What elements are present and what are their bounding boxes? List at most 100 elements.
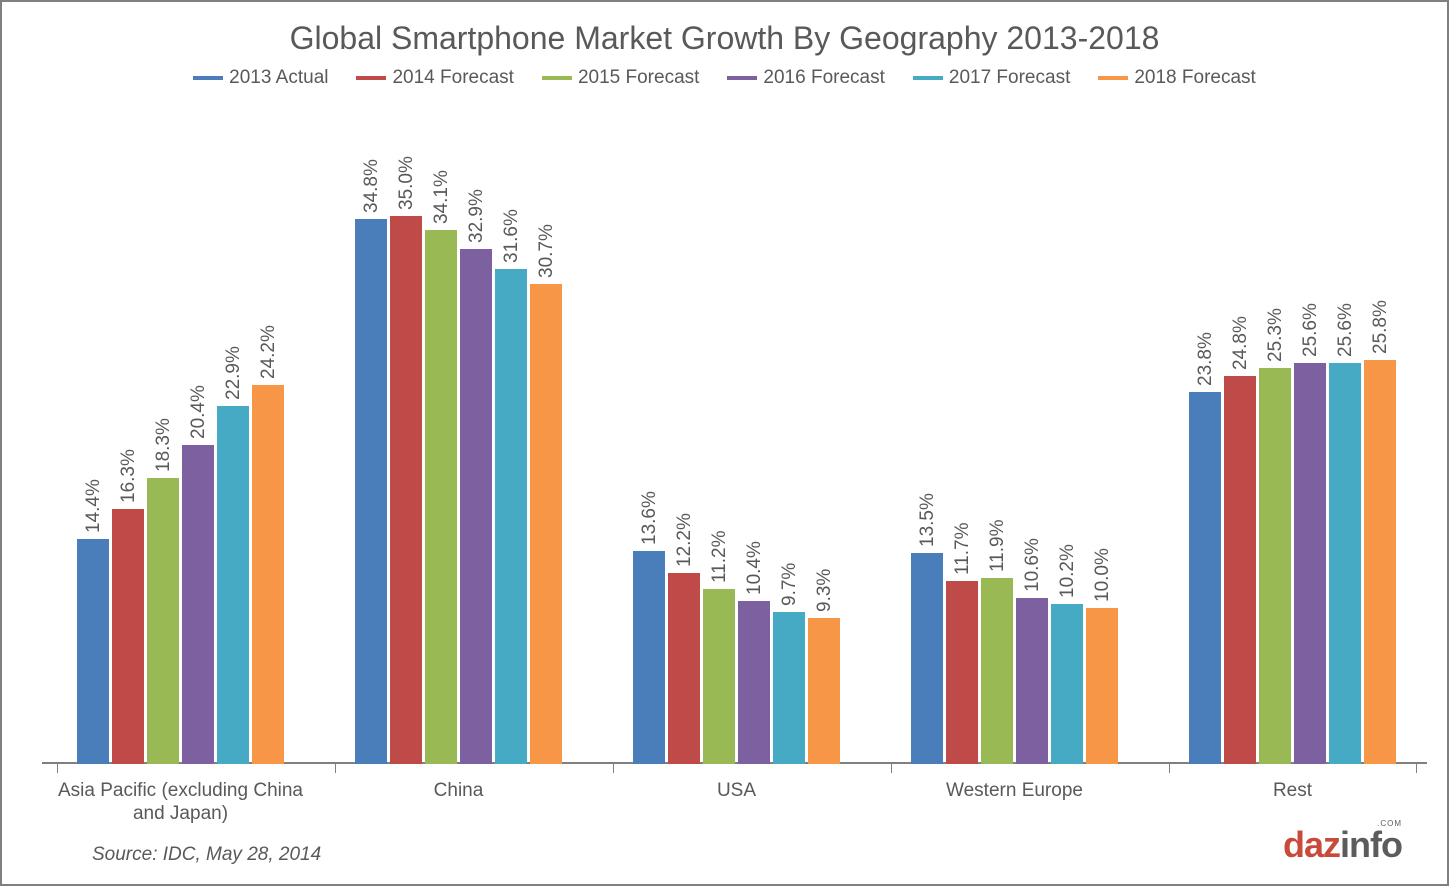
bar-rect [1329,363,1361,764]
bar-value-label: 25.8% [1370,300,1392,354]
bar-rect [390,216,422,764]
bar-value-label: 16.3% [118,449,140,503]
bar: 14.4% [77,539,109,764]
bar-rect [703,589,735,764]
bar-value-label: 35.0% [396,156,418,210]
bar-rect [773,612,805,764]
legend-label: 2014 Forecast [392,67,513,89]
legend: 2013 Actual 2014 Forecast 2015 Forecast … [2,67,1447,101]
bar-value-label: 20.4% [188,385,210,439]
bar-value-label: 32.9% [466,189,488,243]
bar-group: 23.8%24.8%25.3%25.6%25.6%25.8% [1189,360,1396,764]
bar-value-label: 24.8% [1230,316,1252,370]
bar: 23.8% [1189,392,1221,764]
legend-swatch [913,76,943,80]
bar-rect [738,601,770,764]
bar: 34.1% [425,230,457,764]
bar-value-label: 10.2% [1057,545,1079,599]
bar: 11.2% [703,589,735,764]
x-axis-category-label: China [325,780,592,803]
bar: 12.2% [668,573,700,764]
legend-label: 2016 Forecast [763,67,884,89]
bar: 25.8% [1364,360,1396,764]
bar-rect [147,478,179,764]
bar: 31.6% [495,269,527,764]
bar-rect [981,578,1013,764]
bar: 13.6% [633,551,665,764]
logo-part-1: daz [1283,824,1340,865]
bar: 10.4% [738,601,770,764]
legend-swatch [542,76,572,80]
bar-value-label: 14.4% [83,479,105,533]
bar-rect [1259,368,1291,764]
bar: 16.3% [112,509,144,764]
bar-value-label: 11.7% [952,522,974,574]
logo-part-2: info [1340,824,1402,865]
x-tick [1169,764,1170,773]
bar-value-label: 10.4% [744,541,766,595]
x-axis-category-label: Asia Pacific (excluding China and Japan) [47,780,314,826]
bar: 25.6% [1329,363,1361,764]
legend-item-2018: 2018 Forecast [1098,67,1255,89]
bar: 32.9% [460,249,492,764]
legend-item-2016: 2016 Forecast [727,67,884,89]
x-tick [891,764,892,773]
x-axis-category-label: Rest [1159,780,1426,803]
legend-swatch [356,76,386,80]
bar: 24.2% [252,385,284,764]
bar-rect [460,249,492,764]
bar: 25.3% [1259,368,1291,764]
x-axis-labels: Asia Pacific (excluding China and Japan)… [42,774,1427,834]
bar: 9.3% [808,618,840,764]
bar-value-label: 25.6% [1335,304,1357,358]
bar-value-label: 34.1% [431,170,453,224]
bar-rect [808,618,840,764]
legend-label: 2017 Forecast [949,67,1070,89]
bar-group: 13.6%12.2%11.2%10.4%9.7%9.3% [633,551,840,764]
x-tick [1416,764,1417,773]
bar: 22.9% [217,406,249,764]
bar-value-label: 10.0% [1092,548,1114,602]
x-axis-category-label: USA [603,780,870,803]
bar-rect [1294,363,1326,764]
bar: 35.0% [390,216,422,764]
bar-value-label: 18.3% [153,418,175,472]
bar-value-label: 25.6% [1300,304,1322,358]
bar: 34.8% [355,219,387,764]
bar-rect [182,445,214,764]
bar-rect [217,406,249,764]
bar-value-label: 12.2% [674,513,696,567]
bar-rect [355,219,387,764]
bar-value-label: 13.5% [917,493,939,547]
plot-area: 14.4%16.3%18.3%20.4%22.9%24.2%34.8%35.0%… [42,142,1427,764]
bar-value-label: 10.6% [1022,538,1044,592]
bar-rect [1086,608,1118,765]
bar-rect [1189,392,1221,764]
bar-value-label: 22.9% [223,346,245,400]
bar-rect [77,539,109,764]
bar: 9.7% [773,612,805,764]
bar-value-label: 13.6% [639,491,661,545]
bar-value-label: 31.6% [501,210,523,264]
bar-rect [112,509,144,764]
bar-value-label: 9.3% [814,569,836,612]
bar: 13.5% [911,553,943,764]
legend-item-2013: 2013 Actual [193,67,328,89]
bar: 30.7% [530,284,562,764]
legend-label: 2013 Actual [229,67,328,89]
bar: 20.4% [182,445,214,764]
bar-value-label: 9.7% [779,563,801,606]
bar: 11.9% [981,578,1013,764]
bar-group: 13.5%11.7%11.9%10.6%10.2%10.0% [911,553,1118,764]
bar-rect [1016,598,1048,764]
bar-value-label: 34.8% [361,160,383,214]
bar-value-label: 24.2% [258,325,280,379]
bar-group: 34.8%35.0%34.1%32.9%31.6%30.7% [355,216,562,764]
legend-swatch [727,76,757,80]
dazeinfo-logo: dazinfo [1283,824,1402,866]
legend-item-2017: 2017 Forecast [913,67,1070,89]
bar-rect [1051,604,1083,764]
legend-item-2014: 2014 Forecast [356,67,513,89]
chart-title: Global Smartphone Market Growth By Geogr… [2,2,1447,67]
bar-rect [530,284,562,764]
